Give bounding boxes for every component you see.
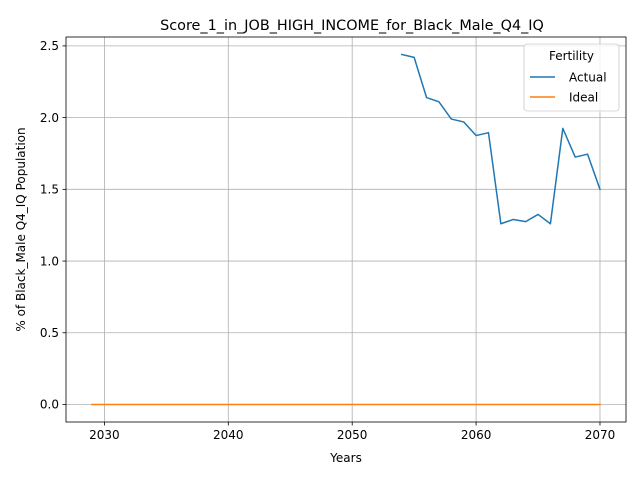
- chart-title: Score_1_in_JOB_HIGH_INCOME_for_Black_Mal…: [160, 18, 544, 34]
- y-tick-label: 2.0: [40, 111, 59, 125]
- x-axis-label: Years: [329, 451, 362, 465]
- y-axis: 0.0 0.5 1.0 1.5 2.0 2.5: [40, 39, 66, 412]
- plot-frame: [65, 36, 627, 423]
- y-tick-label: 1.0: [40, 254, 59, 268]
- legend: Fertility Actual Ideal: [523, 43, 620, 112]
- x-tick-label: 2040: [213, 428, 244, 442]
- y-tick-label: 2.5: [40, 39, 59, 53]
- legend-box: [523, 43, 620, 112]
- x-tick-label: 2050: [337, 428, 368, 442]
- legend-label-ideal: Ideal: [569, 90, 598, 104]
- y-axis-label: % of Black_Male Q4_IQ Population: [14, 127, 28, 331]
- x-tick-label: 2060: [461, 428, 492, 442]
- y-tick-label: 1.5: [40, 183, 59, 197]
- series-lines: [91, 53, 601, 406]
- x-tick-label: 2030: [89, 428, 120, 442]
- y-tick-label: 0.5: [40, 326, 59, 340]
- x-tick-label: 2070: [585, 428, 616, 442]
- x-axis: 2030 2040 2050 2060 2070: [89, 422, 615, 442]
- series-line-actual: [400, 53, 601, 225]
- y-tick-label: 0.0: [40, 398, 59, 412]
- legend-title: Fertility: [549, 49, 594, 63]
- legend-label-actual: Actual: [569, 70, 607, 84]
